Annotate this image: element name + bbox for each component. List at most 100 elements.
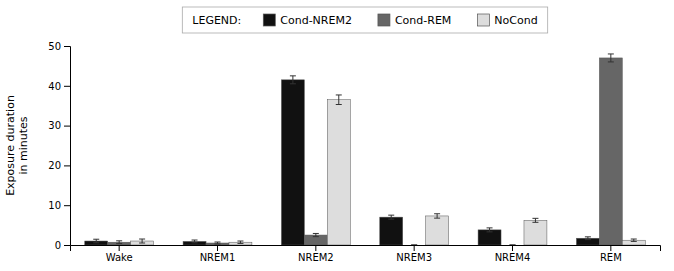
error-bar [237, 241, 243, 243]
error-line [391, 215, 392, 219]
error-cap [116, 240, 122, 241]
legend-label: NoCond [494, 14, 537, 27]
error-cap [313, 233, 319, 234]
error-cap [192, 242, 198, 243]
error-bar [608, 54, 614, 62]
error-bar [93, 239, 99, 243]
error-bar [487, 228, 493, 232]
error-cap [608, 61, 614, 62]
legend-frame [182, 7, 547, 33]
error-cap [411, 245, 417, 246]
legend-title: LEGEND: [192, 14, 241, 27]
error-bar [290, 76, 296, 84]
error-cap [434, 218, 440, 219]
x-tick-mark [610, 245, 611, 251]
error-cap [290, 83, 296, 84]
error-bar [631, 239, 637, 241]
y-tick-label: 50 [48, 41, 61, 52]
error-bar [510, 245, 516, 246]
y-tick: 20 [48, 160, 70, 171]
legend-swatch [477, 14, 489, 26]
error-cap [411, 245, 417, 246]
error-line [535, 218, 536, 222]
y-axis: 0 10 20 30 40 50 [48, 41, 70, 251]
bar [426, 216, 449, 245]
legend-swatch [378, 14, 390, 26]
legend-swatch [263, 14, 275, 26]
error-bar [388, 215, 394, 219]
x-axis-line [71, 246, 661, 252]
y-tick-label: 20 [48, 160, 61, 171]
error-cap [608, 53, 614, 54]
bars [85, 54, 646, 245]
error-cap [116, 243, 122, 244]
y-tick-mark [64, 86, 70, 87]
x-tick-label: NREM4 [495, 252, 531, 263]
legend-label: Cond-REM [395, 14, 451, 27]
error-line [338, 95, 339, 105]
bar [524, 220, 547, 245]
bar [403, 245, 426, 246]
error-bar [434, 214, 440, 218]
series [85, 76, 600, 245]
y-axis-line [64, 47, 71, 246]
error-cap [532, 222, 538, 223]
error-line [142, 239, 143, 243]
error-cap [290, 75, 296, 76]
error-bar [313, 233, 319, 236]
x-tick-mark [315, 245, 316, 251]
legend-label: Cond-NREM2 [280, 14, 352, 27]
plot: 01020304050WakeNREM1NREM2NREM3NREM4REMEx… [4, 41, 661, 263]
y-axis-title-line: in minutes [17, 116, 30, 174]
x-tick-label: NREM3 [396, 252, 432, 263]
y-tick: 10 [48, 200, 70, 211]
error-cap [434, 213, 440, 214]
error-line [610, 54, 611, 62]
bar [304, 235, 327, 245]
error-cap [510, 245, 516, 246]
x-tick-mark [414, 245, 415, 251]
x-tick-label: NREM2 [298, 252, 334, 263]
error-bar [585, 237, 591, 240]
error-cap [532, 218, 538, 219]
error-bar [139, 239, 145, 243]
bar [478, 230, 501, 245]
y-tick-mark [64, 205, 70, 206]
bar [622, 240, 645, 245]
x-tick: NREM3 [396, 245, 432, 263]
error-cap [336, 104, 342, 105]
error-cap [336, 94, 342, 95]
y-tick-mark [64, 46, 70, 47]
y-tick-mark [64, 165, 70, 166]
chart: 01020304050WakeNREM1NREM2NREM3NREM4REMEx… [0, 0, 674, 271]
x-tick: NREM1 [200, 245, 236, 263]
error-cap [139, 239, 145, 240]
x-tick-label: NREM1 [200, 252, 236, 263]
y-tick: 30 [48, 120, 70, 131]
x-tick-label: Wake [106, 252, 133, 263]
error-cap [93, 239, 99, 240]
error-bar [532, 218, 538, 222]
x-tick-mark [119, 245, 120, 251]
error-line [96, 239, 97, 243]
y-axis-title-line: Exposure duration [4, 95, 17, 196]
error-cap [631, 239, 637, 240]
error-cap [139, 243, 145, 244]
bar [501, 245, 524, 246]
error-cap [215, 244, 221, 245]
error-bar [192, 240, 198, 243]
y-tick-label: 0 [55, 240, 61, 251]
error-cap [388, 215, 394, 216]
error-cap [93, 242, 99, 243]
x-axis: WakeNREM1NREM2NREM3NREM4REM [71, 245, 661, 263]
y-tick-label: 10 [48, 200, 61, 211]
error-line [437, 214, 438, 218]
series [108, 54, 623, 245]
error-cap [192, 240, 198, 241]
series [131, 95, 646, 245]
y-tick: 40 [48, 81, 70, 92]
error-cap [631, 241, 637, 242]
bar [380, 217, 403, 245]
bar [206, 243, 229, 245]
y-tick-label: 40 [48, 81, 61, 92]
